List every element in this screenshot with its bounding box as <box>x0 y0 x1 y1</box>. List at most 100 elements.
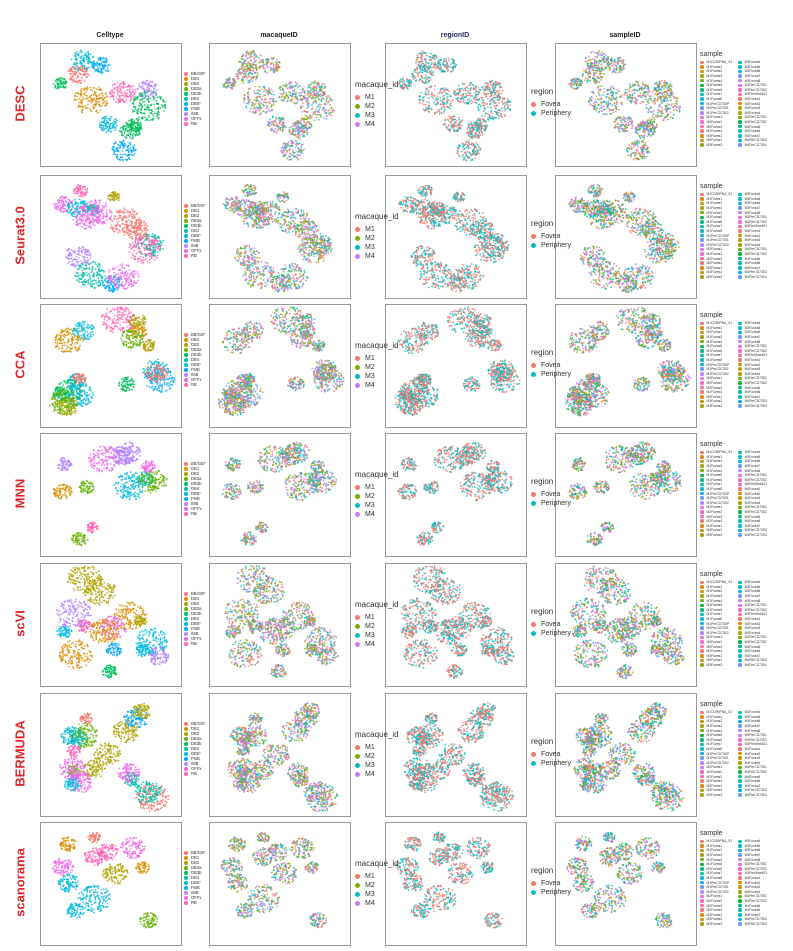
legend-item: FMB <box>184 106 205 111</box>
legend-item: M1Fovea4 <box>700 598 732 603</box>
legend-label: M1Fovea1 <box>707 197 723 201</box>
legend-dot <box>738 206 742 210</box>
legend-item: M1Fovea8 <box>700 747 732 752</box>
legend-item: M3Fovea2 <box>700 917 732 922</box>
panel-macaqueid-1 <box>209 175 351 299</box>
legend-label: M4PerCD73S1 <box>745 635 767 639</box>
legend-item: DB3a <box>184 476 205 481</box>
legend-item: M3Fovea4 <box>738 450 767 455</box>
legend-label: M2Fovea3 <box>707 515 723 519</box>
legend-label: M3Fovea4 <box>745 321 761 325</box>
legend-dot <box>184 476 188 481</box>
legend-label: M3Fovea2 <box>707 528 723 532</box>
legend-label: M3Fovea2 <box>707 270 723 274</box>
legend-dot <box>184 243 188 248</box>
legend-dot <box>738 598 742 603</box>
legend-dot <box>700 491 704 496</box>
legend-title: macaque_id <box>355 341 399 350</box>
legend-item: M3Fovea3 <box>700 404 732 409</box>
legend-dot <box>700 885 704 889</box>
legend-dot <box>184 636 188 641</box>
legend-dot <box>738 256 742 261</box>
legend-item: M3Fovea2 <box>700 399 732 404</box>
legend-label: M2Fovea4 <box>707 390 723 394</box>
legend-item: DB2 <box>184 342 205 347</box>
legend-dot <box>738 631 742 635</box>
legend-label: M1Fovea5 <box>707 603 723 607</box>
legend-item: M3Fovea8 <box>738 598 767 603</box>
legend-item: M3Fovea2 <box>700 788 732 793</box>
scatter-plot <box>397 442 513 546</box>
legend-item: M4Fovea3 <box>738 367 767 372</box>
legend-label: M2Fovea2 <box>707 252 723 256</box>
legend-label: M3PerCD73S2 <box>745 349 767 353</box>
legend-label: DB4 <box>191 228 199 233</box>
legend-label: M2 <box>365 493 375 500</box>
legend-label: DB2 <box>191 213 199 218</box>
legend-dot <box>738 224 742 229</box>
legend-dot <box>184 213 188 218</box>
legend-dot <box>184 721 188 726</box>
legend-dot <box>738 270 742 275</box>
legend-label: M3Fovea5 <box>745 715 761 719</box>
legend-dot <box>738 367 742 371</box>
legend-dot <box>738 528 742 533</box>
legend-dot <box>700 774 704 779</box>
legend-dot <box>738 229 742 233</box>
legend-label: M3Fovea3 <box>707 275 723 279</box>
legend-label: M2Fovea1 <box>707 765 723 769</box>
legend-label: M3Fovea1 <box>707 913 723 917</box>
legend-dot <box>184 248 188 253</box>
legend-dot <box>700 839 704 844</box>
legend-item: FMB <box>184 238 205 243</box>
legend-item: M1CD90PNA_S1 <box>700 710 732 715</box>
legend-item: M1Fovea2 <box>700 201 732 206</box>
legend-item: M4Fovea1 <box>738 487 767 492</box>
legend-item: IMB <box>184 631 205 636</box>
legend-title: sample <box>700 701 767 708</box>
legend-dot <box>700 617 704 621</box>
legend-label: M4Fovea6 <box>745 129 761 133</box>
legend-item: M1CD90PNA_S1 <box>700 580 732 585</box>
legend-label: M1PerCD73DP <box>707 102 730 106</box>
legend-dot <box>738 321 742 326</box>
legend-label: DB3b <box>191 91 201 96</box>
legend-dot <box>700 876 704 880</box>
legend-label: M3Fovea6 <box>745 330 761 334</box>
region-legend: region Fovea Periphery <box>531 866 571 897</box>
panel-macaqueid-5 <box>209 693 351 817</box>
legend-dot <box>738 78 742 83</box>
legend-dot <box>738 459 742 464</box>
legend-dot <box>700 473 704 478</box>
legend-item: DB4 <box>184 357 205 362</box>
legend-item: Fovea <box>531 490 571 499</box>
legend-item: M4 <box>355 899 399 908</box>
legend-label: M3PerCD73S2 <box>745 867 767 871</box>
legend-dot <box>738 482 742 487</box>
legend-dot <box>700 229 704 233</box>
legend-label: Fovea <box>541 880 560 887</box>
legend-label: Periphery <box>541 371 571 378</box>
legend-item: M3Fovea1 <box>700 784 732 789</box>
macaque-legend: macaque_id M1 M2 M3 M4 <box>355 341 399 390</box>
legend-item: IMB <box>184 761 205 766</box>
legend-item: M1Fovea7 <box>700 224 732 229</box>
scatter-plot <box>401 565 515 679</box>
legend-item: M1PerCD73DP <box>700 362 732 367</box>
legend-label: M3Fovea3 <box>707 404 723 408</box>
legend-item: M4PerCD73S4 <box>738 533 767 538</box>
legend-label: M3Fovea1 <box>707 784 723 788</box>
legend-dot <box>184 337 188 342</box>
legend-columns: M1CD90PNA_S1 M1Fovea1 M1Fovea2 M1Fovea3 M1Fo… <box>700 710 767 797</box>
legend-dot <box>738 770 742 774</box>
legend-item: M3PerMixedS1 <box>738 612 767 617</box>
legend-item: M4Fovea6 <box>738 908 767 913</box>
legend-dot <box>700 247 704 252</box>
legend-item: M1Fovea8 <box>700 487 732 492</box>
legend-item: DB2 <box>184 81 205 86</box>
scatter-plot <box>226 702 339 813</box>
legend-item: M1Fovea6 <box>700 478 732 483</box>
legend-item: M3Fovea2 <box>700 138 732 143</box>
legend-label: M1CD90PNA_S1 <box>707 60 733 64</box>
scatter-plot <box>55 565 170 679</box>
